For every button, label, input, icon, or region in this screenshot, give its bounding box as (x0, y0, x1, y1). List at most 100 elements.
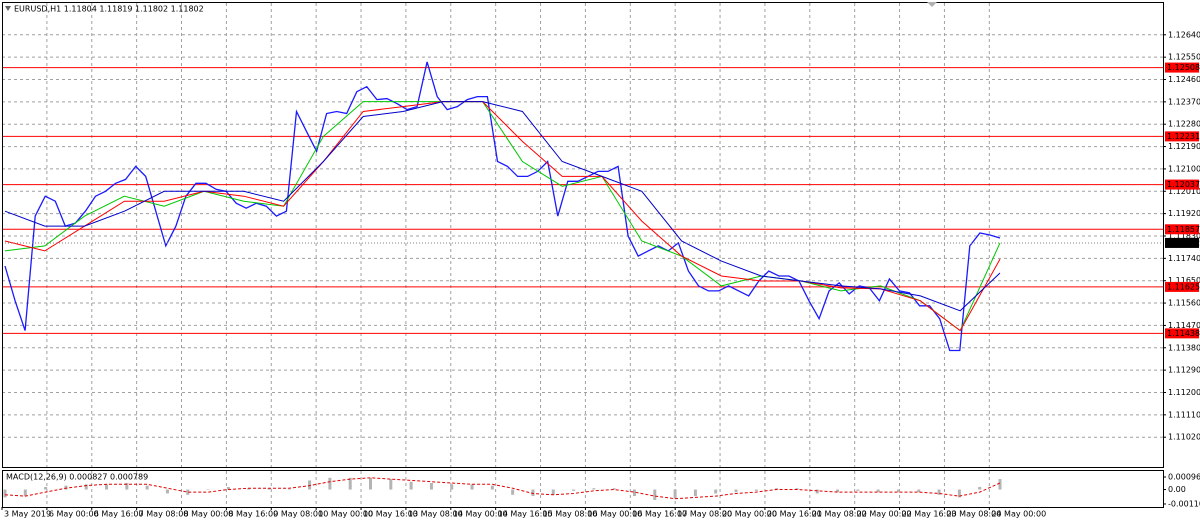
level-tag (1165, 179, 1199, 190)
x-tick-label: 14 May 16:00 (498, 510, 553, 519)
x-tick-label: 3 May 2019 (4, 510, 51, 519)
y-tick-label: 1.11020 (1168, 433, 1200, 442)
macd-bar (653, 489, 657, 500)
y-tick-label: 1.11920 (1168, 209, 1200, 218)
y-tick-label: 1.12100 (1168, 164, 1200, 173)
macd-bar (775, 488, 779, 490)
y-tick-label: 1.12190 (1168, 142, 1200, 151)
x-tick-label: 22 May 16:00 (902, 510, 957, 519)
x-tick-label: 6 May 00:00 (49, 510, 99, 519)
macd-bar (511, 489, 515, 495)
macd-bar (978, 486, 982, 490)
x-tick-label: 10 May 00:00 (318, 510, 373, 519)
macd-bar (714, 489, 718, 494)
y-tick-label: 0.000963 (1168, 472, 1200, 481)
level-tag (1165, 62, 1199, 73)
price-frame (2, 2, 1164, 468)
macd-bar (64, 485, 68, 490)
macd-bar (165, 489, 169, 494)
macd-bar (815, 489, 819, 494)
macd-bar (917, 489, 921, 493)
level-label: 1.12037 (1167, 180, 1200, 189)
macd-bar (125, 483, 129, 490)
macd-bar (145, 485, 149, 490)
macd-bar (429, 483, 433, 490)
x-tick-label: 24 May 00:00 (991, 510, 1046, 519)
moving-average (4, 101, 1001, 332)
level-label: 1.11857 (1167, 225, 1200, 234)
macd-bar (369, 477, 373, 490)
y-tick-label: 1.11560 (1168, 299, 1200, 308)
macd-bar (998, 479, 1002, 490)
x-tick-label: 23 May 08:00 (946, 510, 1001, 519)
macd-frame (2, 470, 1164, 508)
current-price-label: 1.11802 (1167, 238, 1200, 247)
x-tick-label: 22 May 00:00 (857, 510, 912, 519)
y-tick-label: 1.12640 (1168, 30, 1200, 39)
macd-bar (3, 489, 7, 498)
macd-bar (572, 489, 576, 491)
macd-bar (470, 484, 474, 490)
macd-bar (673, 489, 677, 499)
symbol-icon (5, 6, 11, 11)
macd-bar (856, 489, 860, 491)
macd-bar (551, 489, 555, 495)
x-tick-label: 6 May 16:00 (94, 510, 144, 519)
macd-title: MACD(12,26,9) 0.000827 0.000789 (6, 473, 148, 482)
y-tick-label: 1.11740 (1168, 254, 1200, 263)
y-tick-label: -0.001108 (1168, 499, 1200, 508)
x-tick-label: 9 May 08:00 (273, 510, 323, 519)
moving-average (4, 101, 1001, 312)
y-tick-label: 1.11380 (1168, 343, 1200, 352)
macd-bar (693, 489, 697, 497)
macd-bar (348, 477, 352, 490)
macd-bar (612, 488, 616, 490)
macd-bar (836, 489, 840, 493)
y-tick-label: 1.12280 (1168, 120, 1200, 129)
y-tick-label: 1.11650 (1168, 276, 1200, 285)
level-tag (1165, 224, 1199, 235)
x-tick-label: 17 May 08:00 (677, 510, 732, 519)
macd-bar (247, 488, 251, 490)
y-tick-label: 1.11290 (1168, 366, 1200, 375)
macd-bar (937, 489, 941, 495)
macd-bar (226, 486, 230, 490)
level-label: 1.12508 (1167, 63, 1200, 72)
macd-bar (267, 488, 271, 490)
level-label: 1.11438 (1167, 329, 1200, 338)
macd-bar (23, 489, 27, 497)
macd-bar (450, 484, 454, 490)
macd-bar (44, 486, 48, 490)
macd-bar (795, 488, 799, 490)
macd-bar (287, 489, 291, 491)
x-tick-label: 13 May 08:00 (408, 510, 463, 519)
level-tag (1165, 281, 1199, 292)
moving-average (4, 101, 1001, 332)
macd-bar (84, 484, 88, 490)
macd-bar (896, 489, 900, 493)
y-tick-label: 1.11470 (1168, 321, 1200, 330)
signal-line (4, 477, 1001, 500)
price-panel: 1.12640 1.12550 1.12460 1.12370 1.12280 1.121… (1, 3, 1200, 519)
macd-bar (490, 485, 494, 490)
y-tick-label: 1.11110 (1168, 410, 1200, 419)
macd-bar (592, 488, 596, 490)
y-tick-label: 0.00 (1168, 485, 1186, 494)
x-tick-label: 20 May 00:00 (722, 510, 777, 519)
level-tag (1165, 131, 1199, 142)
x-tick-label: 15 May 08:00 (543, 510, 598, 519)
x-tick-label: 21 May 08:00 (812, 510, 867, 519)
level-label: 1.11625 (1167, 282, 1200, 291)
macd-bar (876, 489, 880, 493)
macd-bar (754, 489, 758, 491)
x-tick-label: 8 May 16:00 (228, 510, 278, 519)
macd-bar (409, 481, 413, 490)
current-price-tag (1165, 237, 1199, 248)
level-tag (1165, 328, 1199, 339)
y-tick-label: 1.12370 (1168, 97, 1200, 106)
x-tick-label: 8 May 00:00 (184, 510, 234, 519)
x-tick-label: 14 May 00:00 (453, 510, 508, 519)
